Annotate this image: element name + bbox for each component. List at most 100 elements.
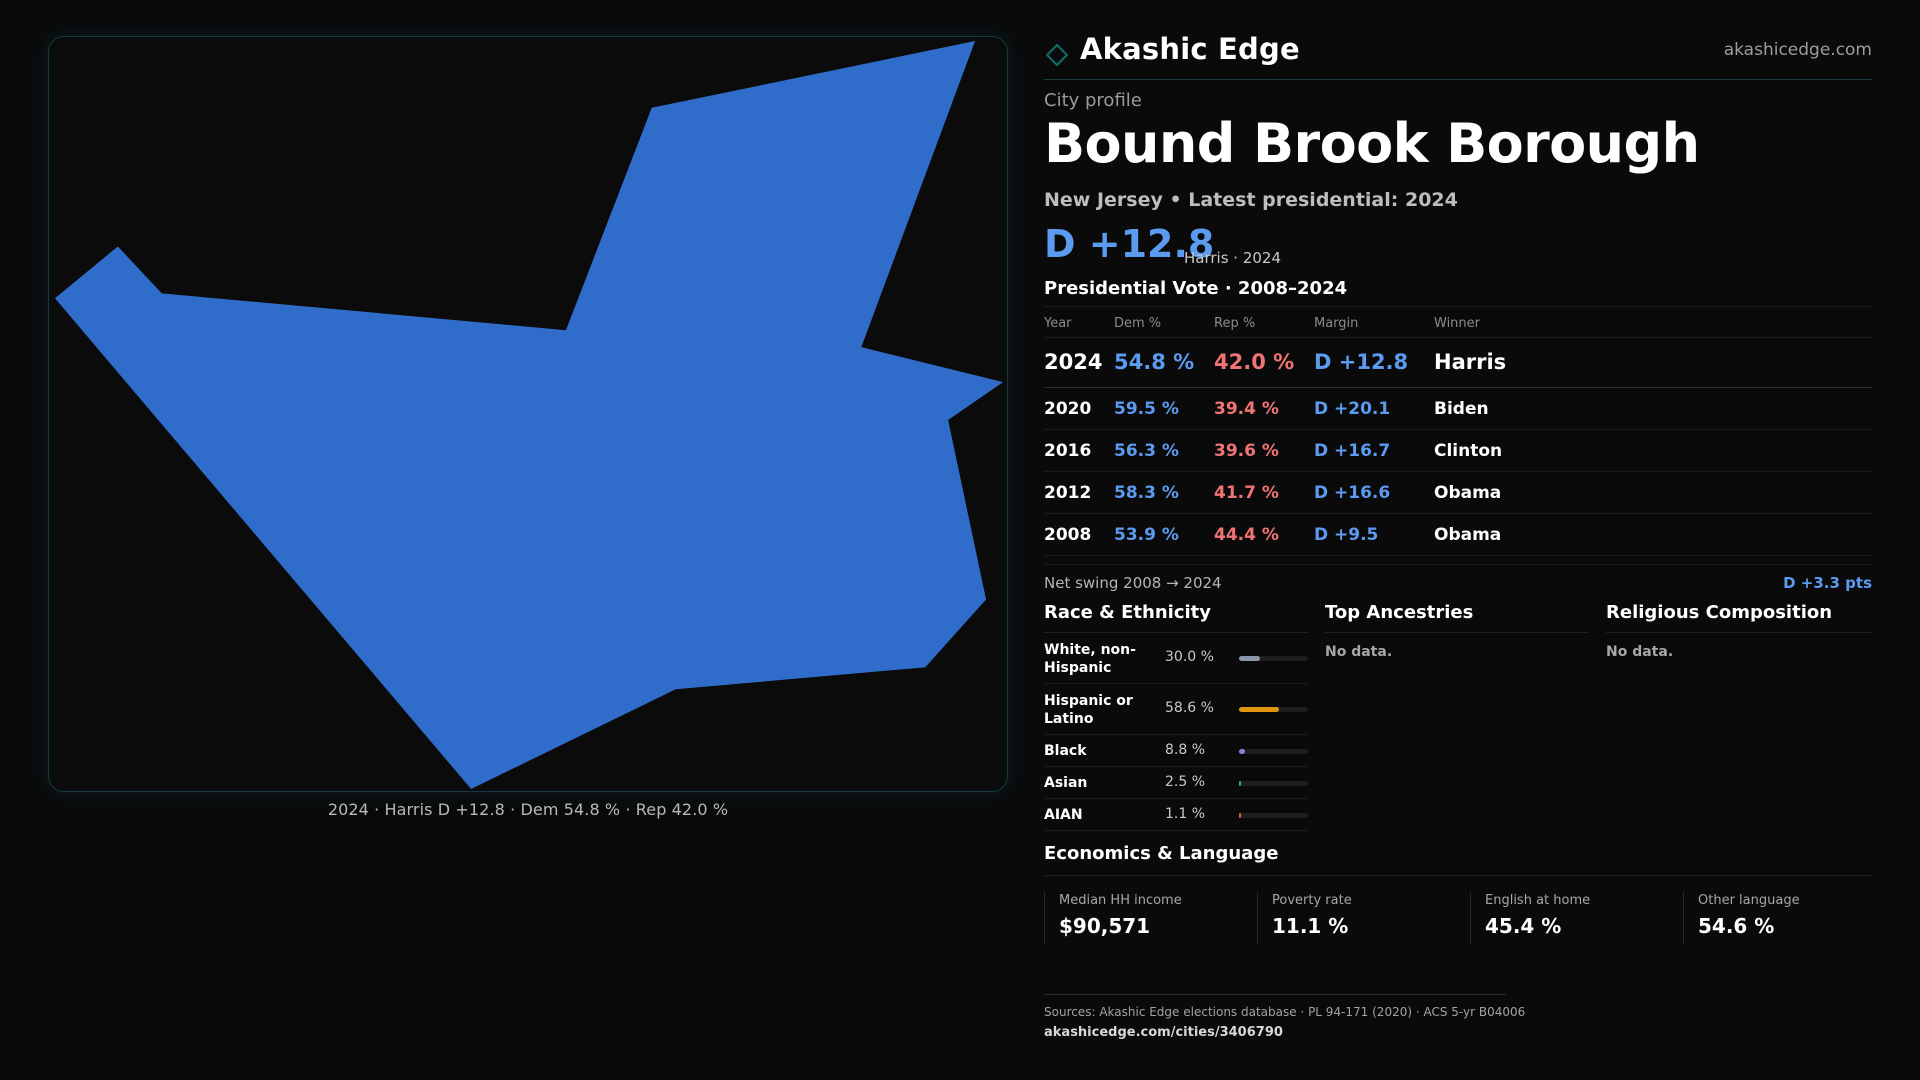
stat-value: 45.4 %: [1485, 914, 1562, 938]
row-winner: Obama: [1434, 525, 1502, 545]
brand-header: Akashic Edge akashicedge.com: [1044, 30, 1872, 80]
race-row: Asian 2.5 %: [1044, 767, 1308, 799]
footer-sources: Sources: Akashic Edge elections database…: [1044, 1005, 1526, 1019]
ancestries-section: Top Ancestries No data.: [1325, 600, 1589, 660]
footer-url-link[interactable]: akashicedge.com/cities/3406790: [1044, 1025, 1283, 1040]
economics-title: Economics & Language: [1044, 843, 1872, 876]
row-rep: 39.4 %: [1214, 399, 1279, 419]
header-winner: Winner: [1434, 316, 1481, 331]
race-ethnicity-section: Race & Ethnicity White, non-Hispanic 30.0…: [1044, 600, 1308, 831]
row-year: 2024: [1044, 350, 1103, 374]
race-percent: 1.1 %: [1165, 806, 1206, 822]
table-row: 2020 59.5 % 39.4 % D +20.1 Biden: [1044, 388, 1872, 430]
race-bar-track: [1239, 749, 1308, 754]
boundary-map-svg: [54, 40, 1004, 790]
race-label: Black: [1044, 743, 1087, 759]
headline-margin: D +12.8: [1044, 222, 1215, 266]
footer: Sources: Akashic Edge elections database…: [1044, 994, 1526, 1040]
row-year: 2016: [1044, 441, 1092, 461]
header-year: Year: [1044, 316, 1072, 331]
row-margin: D +16.7: [1314, 441, 1391, 461]
row-rep: 42.0 %: [1214, 350, 1295, 374]
table-row: 2012 58.3 % 41.7 % D +16.6 Obama: [1044, 472, 1872, 514]
vote-table: Year Dem % Rep % Margin Winner 2024 54.8…: [1044, 306, 1872, 556]
page-title: Bound Brook Borough: [1044, 112, 1700, 175]
row-rep: 41.7 %: [1214, 483, 1279, 503]
row-year: 2008: [1044, 525, 1092, 545]
religion-title: Religious Composition: [1606, 600, 1872, 633]
row-dem: 58.3 %: [1114, 483, 1179, 503]
religion-section: Religious Composition No data.: [1606, 600, 1872, 660]
race-bar-track: [1239, 707, 1308, 712]
race-label: Hispanic or Latino: [1044, 693, 1133, 727]
row-winner: Harris: [1434, 350, 1507, 374]
city-boundary-shape[interactable]: [54, 40, 1004, 790]
race-percent: 58.6 %: [1165, 700, 1214, 716]
race-row: Black 8.8 %: [1044, 735, 1308, 767]
stat-value: 54.6 %: [1698, 914, 1775, 938]
race-row: Hispanic or Latino 58.6 %: [1044, 684, 1308, 735]
brand-url-link[interactable]: akashicedge.com: [1723, 40, 1872, 60]
map-caption: 2024 · Harris D +12.8 · Dem 54.8 % · Rep…: [327, 800, 729, 819]
race-label: Asian: [1044, 775, 1088, 791]
race-bar-fill: [1239, 781, 1241, 786]
page-subtitle: New Jersey • Latest presidential: 2024: [1044, 189, 1458, 211]
stat-value: 11.1 %: [1272, 914, 1349, 938]
table-row: 2008 53.9 % 44.4 % D +9.5 Obama: [1044, 514, 1872, 556]
brand-name: Akashic Edge: [1080, 32, 1300, 66]
vote-table-header: Year Dem % Rep % Margin Winner: [1044, 306, 1872, 338]
net-swing-value: D +3.3 pts: [1783, 574, 1872, 592]
stat-value: $90,571: [1059, 914, 1151, 938]
race-percent: 8.8 %: [1165, 742, 1206, 758]
net-swing-row: Net swing 2008 → 2024 D +3.3 pts: [1044, 564, 1872, 598]
stat-label: English at home: [1485, 893, 1591, 908]
race-bar-track: [1239, 656, 1308, 661]
row-winner: Clinton: [1434, 441, 1503, 461]
row-winner: Biden: [1434, 399, 1489, 419]
religion-empty-text: No data.: [1606, 644, 1674, 660]
stat-label: Other language: [1698, 893, 1800, 908]
race-bar-fill: [1239, 707, 1280, 712]
race-row: AIAN 1.1 %: [1044, 799, 1308, 831]
row-year: 2020: [1044, 399, 1092, 419]
header-rep: Rep %: [1214, 316, 1256, 331]
stat-english-at-home: English at home 45.4 %: [1470, 892, 1675, 944]
boundary-map[interactable]: [48, 36, 1008, 792]
race-label: White, non-Hispanic: [1044, 642, 1136, 676]
race-bar-fill: [1239, 813, 1241, 818]
race-ethnicity-list: White, non-Hispanic 30.0 % Hispanic or Lat…: [1044, 633, 1308, 831]
economics-stats: Median HH income $90,571 Poverty rate 11…: [1044, 892, 1872, 944]
race-bar-fill: [1239, 749, 1246, 754]
row-margin: D +12.8: [1314, 350, 1409, 374]
race-row: White, non-Hispanic 30.0 %: [1044, 633, 1308, 684]
headline-note: Harris · 2024: [1184, 249, 1282, 267]
vote-table-title: Presidential Vote · 2008–2024: [1044, 278, 1348, 299]
stat-median-income: Median HH income $90,571: [1044, 892, 1249, 944]
row-dem: 59.5 %: [1114, 399, 1179, 419]
row-dem: 53.9 %: [1114, 525, 1179, 545]
race-ethnicity-title: Race & Ethnicity: [1044, 600, 1308, 633]
row-winner: Obama: [1434, 483, 1502, 503]
race-label: AIAN: [1044, 807, 1083, 823]
row-dem: 56.3 %: [1114, 441, 1179, 461]
race-bar-track: [1239, 813, 1308, 818]
ancestries-title: Top Ancestries: [1325, 600, 1589, 633]
race-bar-fill: [1239, 656, 1260, 661]
race-percent: 2.5 %: [1165, 774, 1206, 790]
table-row: 2016 56.3 % 39.6 % D +16.7 Clinton: [1044, 430, 1872, 472]
row-year: 2012: [1044, 483, 1092, 503]
stat-poverty-rate: Poverty rate 11.1 %: [1257, 892, 1462, 944]
race-bar-track: [1239, 781, 1308, 786]
header-dem: Dem %: [1114, 316, 1162, 331]
diamond-logo-icon: [1046, 44, 1068, 66]
row-margin: D +20.1: [1314, 399, 1391, 419]
stat-other-language: Other language 54.6 %: [1683, 892, 1888, 944]
profile-panel: Akashic Edge akashicedge.com City profil…: [1044, 0, 1872, 1080]
row-margin: D +16.6: [1314, 483, 1391, 503]
header-margin: Margin: [1314, 316, 1359, 331]
row-rep: 44.4 %: [1214, 525, 1279, 545]
stat-label: Median HH income: [1059, 893, 1182, 908]
page-kicker: City profile: [1044, 90, 1142, 111]
table-row: 2024 54.8 % 42.0 % D +12.8 Harris: [1044, 338, 1872, 388]
net-swing-label: Net swing 2008 → 2024: [1044, 574, 1222, 592]
